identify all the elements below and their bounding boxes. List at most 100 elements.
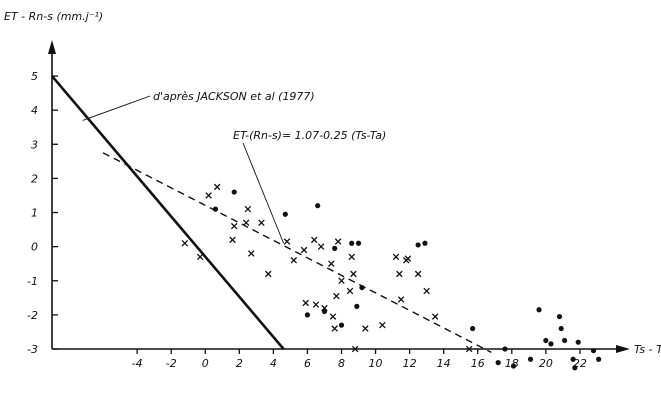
cross-point: [339, 278, 345, 284]
cross-point: [328, 261, 334, 267]
y-tick-label: -3: [27, 343, 38, 356]
y-tick-label: -2: [27, 309, 38, 322]
x-tick-label: 4: [270, 357, 277, 370]
cross-point: [303, 300, 309, 306]
cross-point: [347, 288, 353, 294]
annotation-leader: [243, 143, 284, 243]
dot-point: [213, 207, 218, 212]
cross-point: [313, 302, 319, 308]
dot-point: [359, 285, 364, 290]
cross-point: [398, 297, 404, 303]
y-tick-label: 2: [31, 172, 38, 185]
cross-point: [393, 254, 399, 260]
x-tick-label: -2: [166, 357, 177, 370]
cross-point: [349, 254, 355, 260]
y-ticks: -3 -2 -1 0 1 2 3 4 5: [27, 70, 58, 356]
regression-line: [103, 153, 491, 353]
dot-point: [332, 246, 337, 251]
cross-point: [243, 220, 249, 226]
cross-point: [335, 239, 341, 245]
cross-point: [432, 314, 438, 320]
cross-point: [424, 288, 430, 294]
dot-point: [496, 360, 501, 365]
dot-point: [315, 203, 320, 208]
cross-point: [415, 271, 421, 277]
dot-point: [591, 348, 596, 353]
cross-point: [245, 206, 251, 212]
cross-point: [284, 239, 290, 245]
cross-point: [332, 326, 338, 332]
y-tick-label: 0: [31, 241, 38, 254]
cross-point: [214, 184, 220, 190]
x-tick-label: 6: [304, 357, 311, 370]
dot-point: [354, 304, 359, 309]
dot-point: [572, 365, 577, 370]
cross-point: [182, 240, 188, 246]
dot-point: [571, 357, 576, 362]
dot-point: [283, 212, 288, 217]
dot-point: [422, 241, 427, 246]
cross-point: [231, 223, 237, 229]
y-axis-label: ET - Rn-s (mm.j⁻¹): [4, 10, 103, 23]
dot-point: [322, 309, 327, 314]
jackson-line-label: d'après JACKSON et al (1977): [153, 90, 315, 103]
x-ticks: -4 -2 0 2 4 6 8 10 12 14 16 18 20 22: [132, 349, 587, 370]
cross-point: [311, 237, 317, 243]
dot-point: [528, 357, 533, 362]
dot-point: [305, 312, 310, 317]
dot-point: [232, 189, 237, 194]
cross-point: [259, 220, 265, 226]
cross-point: [351, 271, 357, 277]
dot-point: [502, 346, 507, 351]
cross-point: [301, 247, 307, 253]
y-tick-label: 1: [31, 207, 38, 220]
y-axis-arrowhead: [48, 40, 56, 54]
cross-point: [206, 193, 212, 199]
cross-point: [363, 326, 369, 332]
dot-point: [548, 341, 553, 346]
dot-point: [562, 338, 567, 343]
jackson-line: [52, 76, 284, 349]
x-tick-label: 12: [403, 357, 417, 370]
x-tick-label: 14: [437, 357, 451, 370]
dot-point: [576, 340, 581, 345]
axes: [48, 40, 630, 353]
cross-point: [334, 293, 340, 299]
dot-point: [596, 357, 601, 362]
x-tick-label: 0: [202, 357, 209, 370]
dot-point: [416, 242, 421, 247]
annotation-leader: [83, 96, 150, 120]
y-tick-label: 3: [31, 138, 38, 151]
x-tick-label: 2: [236, 357, 243, 370]
dot-point: [511, 363, 516, 368]
dot-point: [349, 241, 354, 246]
y-tick-label: 4: [31, 104, 38, 117]
cross-point: [197, 254, 203, 260]
y-tick-label: 5: [31, 70, 38, 83]
cross-point: [291, 257, 297, 263]
x-tick-label: -4: [132, 357, 143, 370]
x-tick-label: 16: [471, 357, 485, 370]
x-tick-label: 20: [539, 357, 553, 370]
dot-point: [339, 323, 344, 328]
dot-point: [470, 326, 475, 331]
x-tick-label: 18: [505, 357, 519, 370]
cross-point: [397, 271, 403, 277]
cross-point: [318, 244, 324, 250]
cross-point: [248, 251, 254, 257]
dot-point: [557, 314, 562, 319]
x-axis-arrowhead: [616, 345, 630, 353]
data-points: [182, 184, 601, 370]
x-tick-label: 10: [369, 357, 383, 370]
cross-point: [265, 271, 271, 277]
regression-line-label: ET-(Rn-s)= 1.07-0.25 (Ts-Ta): [233, 129, 386, 142]
x-tick-label: 8: [338, 357, 345, 370]
x-axis-label: Ts - Ta: [634, 343, 661, 356]
y-tick-label: -1: [27, 275, 38, 288]
cross-point: [380, 322, 386, 328]
dot-point: [356, 241, 361, 246]
dot-point: [543, 338, 548, 343]
cross-point: [405, 256, 411, 262]
annotation-leaders: [83, 96, 284, 243]
